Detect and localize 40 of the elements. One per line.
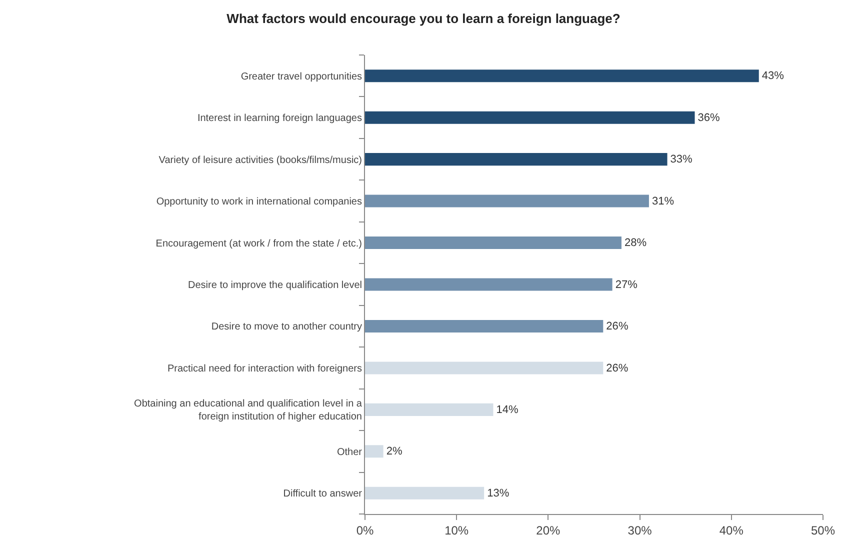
data-label: 13% [487,487,510,500]
y-tick-label: Desire to move to another country [211,322,362,333]
data-label: 36% [698,112,720,124]
bar [365,236,622,250]
y-tick-label: Other [336,446,363,458]
bar [365,445,384,458]
y-tick-label: Encouragement (at work / from the state / etc.) [156,238,362,250]
x-tick-label: 40% [719,523,744,538]
bar [365,403,494,416]
x-tick-label: 30% [628,523,652,538]
bar [365,320,604,332]
chart-title: What factors would encourage you to learn a foreign language? [226,10,620,26]
data-label: 27% [615,278,638,291]
x-tick-label: 20% [536,523,561,538]
y-tick-label: Difficult to answer [283,488,363,500]
y-tick-label: Practical need for interaction with foreigners [167,363,362,374]
data-label: 2% [386,446,402,458]
data-label: 14% [496,404,519,416]
y-tick-label: Obtaining an educational and qualification level in a foreign institution of higher education [134,398,362,423]
data-label: 28% [624,237,647,250]
y-tick-label: Variety of leisure activities (books/films/music) [158,154,362,166]
data-label: 33% [670,154,693,166]
bar [365,362,604,374]
data-label: 31% [652,195,674,208]
y-tick-label: Greater travel opportunities [240,71,362,82]
bar [365,70,759,82]
x-tick-label: 10% [444,523,469,538]
data-label: 26% [606,320,628,333]
x-tick-label: 0% [356,523,374,538]
data-label: 26% [606,362,628,374]
bar [365,194,649,208]
x-tick-label: 50% [810,523,836,538]
y-tick-label: Opportunity to work in international companies [156,196,362,208]
data-label: 43% [762,70,784,82]
bar [365,278,612,291]
y-tick-label: Interest in learning foreign languages [197,113,362,124]
bar [365,111,695,124]
y-tick-label: Desire to improve the qualification level [188,280,362,291]
bar [365,486,484,500]
bar [365,153,668,166]
